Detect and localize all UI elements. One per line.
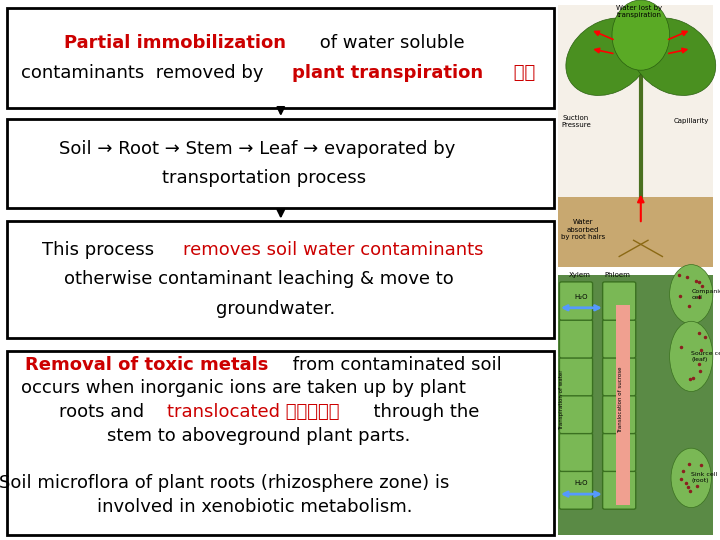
FancyBboxPatch shape xyxy=(603,282,636,320)
Text: 증발: 증발 xyxy=(508,64,535,82)
Text: This process: This process xyxy=(42,241,161,259)
Text: translocated 이동시키다: translocated 이동시키다 xyxy=(167,403,340,421)
Text: transportation process: transportation process xyxy=(161,169,366,187)
Text: from contaminated soil: from contaminated soil xyxy=(287,355,502,374)
Text: Removal of toxic metals: Removal of toxic metals xyxy=(25,355,269,374)
Ellipse shape xyxy=(671,448,711,508)
FancyBboxPatch shape xyxy=(559,357,593,396)
FancyBboxPatch shape xyxy=(7,221,554,338)
FancyBboxPatch shape xyxy=(558,5,713,267)
Text: Water
absorbed
by root hairs: Water absorbed by root hairs xyxy=(561,219,606,240)
Text: of water soluble: of water soluble xyxy=(314,34,464,52)
FancyBboxPatch shape xyxy=(603,433,636,471)
Text: Phloem: Phloem xyxy=(605,272,631,278)
FancyBboxPatch shape xyxy=(603,357,636,396)
Text: Soil → Root → Stem → Leaf → evaporated by: Soil → Root → Stem → Leaf → evaporated b… xyxy=(59,139,455,158)
Text: Water lost by
transpiration: Water lost by transpiration xyxy=(616,5,662,18)
Text: Soil microflora of plant roots (rhizosphere zone) is: Soil microflora of plant roots (rhizosph… xyxy=(0,474,449,492)
FancyBboxPatch shape xyxy=(559,433,593,471)
Text: Partial immobilization: Partial immobilization xyxy=(63,34,286,52)
FancyBboxPatch shape xyxy=(7,119,554,208)
FancyBboxPatch shape xyxy=(559,282,593,320)
Text: H₂O: H₂O xyxy=(575,294,588,300)
FancyBboxPatch shape xyxy=(558,275,713,535)
Text: contaminants  removed by: contaminants removed by xyxy=(21,64,269,82)
Text: removes soil water contaminants: removes soil water contaminants xyxy=(184,241,484,259)
Text: Xylem: Xylem xyxy=(569,272,590,278)
Text: Companion
cell: Companion cell xyxy=(691,289,720,300)
Text: H₂O: H₂O xyxy=(575,480,588,486)
FancyBboxPatch shape xyxy=(559,320,593,358)
Text: Sink cell
(root): Sink cell (root) xyxy=(691,472,717,483)
Ellipse shape xyxy=(631,18,716,96)
Ellipse shape xyxy=(566,18,651,96)
Text: occurs when inorganic ions are taken up by plant: occurs when inorganic ions are taken up … xyxy=(21,379,466,397)
FancyBboxPatch shape xyxy=(616,305,630,505)
Text: otherwise contaminant leaching & move to: otherwise contaminant leaching & move to xyxy=(64,271,454,288)
Text: roots and: roots and xyxy=(59,403,150,421)
Text: involved in xenobiotic metabolism.: involved in xenobiotic metabolism. xyxy=(96,498,412,516)
FancyBboxPatch shape xyxy=(559,471,593,509)
Ellipse shape xyxy=(670,265,713,324)
Text: plant transpiration: plant transpiration xyxy=(292,64,483,82)
Text: Transpiration of water: Transpiration of water xyxy=(559,369,564,430)
FancyBboxPatch shape xyxy=(603,395,636,434)
Text: Capillarity: Capillarity xyxy=(673,118,709,125)
FancyBboxPatch shape xyxy=(558,197,713,267)
Text: Suction
Pressure: Suction Pressure xyxy=(561,115,591,128)
Text: Source cell
(leaf): Source cell (leaf) xyxy=(691,351,720,362)
FancyBboxPatch shape xyxy=(559,395,593,434)
Text: through the: through the xyxy=(362,403,480,421)
Ellipse shape xyxy=(670,321,713,392)
FancyBboxPatch shape xyxy=(603,471,636,509)
FancyBboxPatch shape xyxy=(603,320,636,358)
Text: Translocation of sucrose: Translocation of sucrose xyxy=(618,366,623,433)
Text: stem to aboveground plant parts.: stem to aboveground plant parts. xyxy=(107,427,411,445)
FancyBboxPatch shape xyxy=(7,351,554,535)
FancyBboxPatch shape xyxy=(7,8,554,108)
Ellipse shape xyxy=(612,0,670,70)
Text: groundwater.: groundwater. xyxy=(216,300,335,318)
